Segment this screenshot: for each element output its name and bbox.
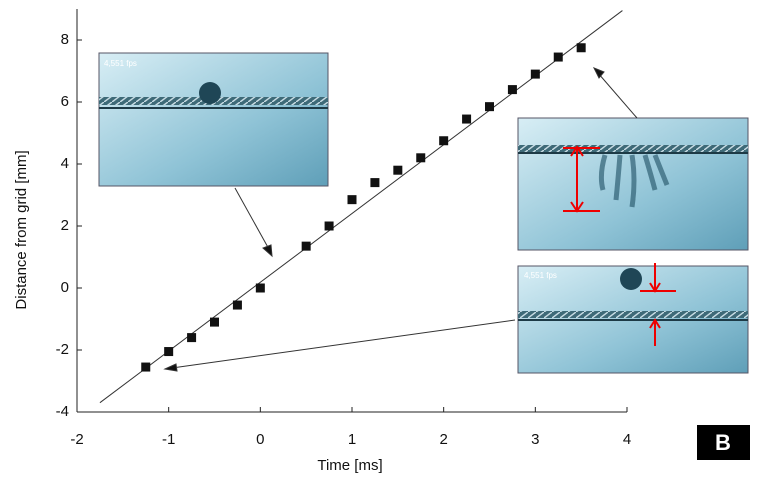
data-point [416, 153, 426, 163]
inset-photo [517, 117, 749, 251]
x-tick-label: 3 [531, 431, 539, 448]
x-tick-label: -2 [70, 431, 83, 448]
insets: 4,551 fps 4,551 fps [98, 52, 749, 374]
x-tick-label: 0 [256, 431, 264, 448]
panel-label: B [715, 430, 731, 455]
x-tick-label: 1 [348, 431, 356, 448]
data-point [507, 85, 517, 95]
data-point [232, 300, 242, 310]
data-point [576, 43, 586, 53]
y-tick-label: 8 [61, 31, 69, 48]
data-point [187, 333, 197, 343]
y-tick-label: 4 [61, 155, 69, 172]
x-tick-label: 4 [623, 431, 631, 448]
data-point [462, 114, 472, 124]
y-tick-label: -2 [56, 341, 69, 358]
inset-label: 4,551 fps [524, 271, 557, 280]
data-point [347, 195, 357, 205]
y-axis-label: Distance from grid [mm] [13, 150, 30, 309]
x-tick-label: -1 [162, 431, 175, 448]
data-point [439, 136, 449, 146]
data-point [255, 283, 265, 293]
x-axis-label: Time [ms] [317, 457, 382, 474]
inset-photo: 4,551 fps [517, 263, 749, 374]
data-point [485, 102, 494, 112]
y-tick-label: -4 [56, 403, 69, 420]
data-point [141, 362, 151, 372]
data-point [301, 241, 311, 251]
data-point [164, 347, 174, 357]
data-point [530, 69, 540, 79]
panel-label-box: B [697, 425, 750, 460]
data-point [370, 178, 380, 188]
inset-label: 4,551 fps [104, 59, 137, 68]
y-tick-label: 6 [61, 93, 69, 110]
data-point [393, 165, 403, 175]
y-tick-label: 0 [61, 279, 69, 296]
data-point [210, 317, 219, 327]
data-point [324, 221, 334, 231]
x-tick-label: 2 [439, 431, 447, 448]
data-point [553, 52, 563, 62]
arrows [163, 67, 638, 372]
y-tick-label: 2 [61, 217, 69, 234]
inset-photo: 4,551 fps [98, 52, 329, 187]
